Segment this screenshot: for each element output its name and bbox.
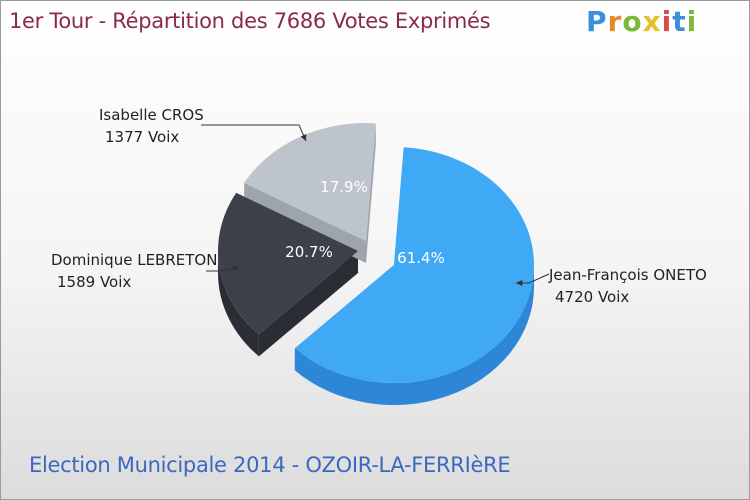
logo-letter: i [661,5,673,38]
pie-slice [244,123,376,241]
leader-arrow [300,134,307,141]
pie-slice-side [294,265,534,405]
logo-letter: r [607,5,623,38]
pie-slice [218,192,358,335]
candidate-name: Jean-François ONETO [548,266,707,284]
pie-slice-wall [366,123,376,263]
pie-slice-side [218,251,259,357]
pie-tops [218,123,534,383]
candidate-votes: 4720 Voix [555,288,629,306]
proxiti-logo: Proxiti [586,5,697,38]
leader-arrow [232,265,239,272]
logo-letter: o [622,5,643,38]
candidate-votes: 1377 Voix [105,128,179,146]
chart-subtitle: Election Municipale 2014 - OZOIR-LA-FERR… [29,453,511,477]
leader-line [201,124,307,142]
logo-letter: i [686,5,698,38]
pie-texts: 61.4% Jean-François ONETO 4720 Voix 20.7% Do… [51,106,707,306]
logo-letter: t [672,5,687,38]
slice-percent-label: 20.7% [285,243,333,261]
candidate-name: Dominique LEBRETON [51,251,217,269]
logo-letter: x [642,5,662,38]
logo-letter: P [586,5,608,38]
candidate-votes: 1589 Voix [57,273,131,291]
pie-slice-wall [258,251,358,357]
chart-title: 1er Tour - Répartition des 7686 Votes Ex… [9,9,491,33]
slice-percent-label: 61.4% [397,249,445,267]
pie-leaders [201,124,550,287]
leader-arrow [516,279,523,287]
pie-slice [294,147,534,383]
candidate-name: Isabelle CROS [99,106,204,124]
slice-percent-label: 17.9% [320,178,368,196]
